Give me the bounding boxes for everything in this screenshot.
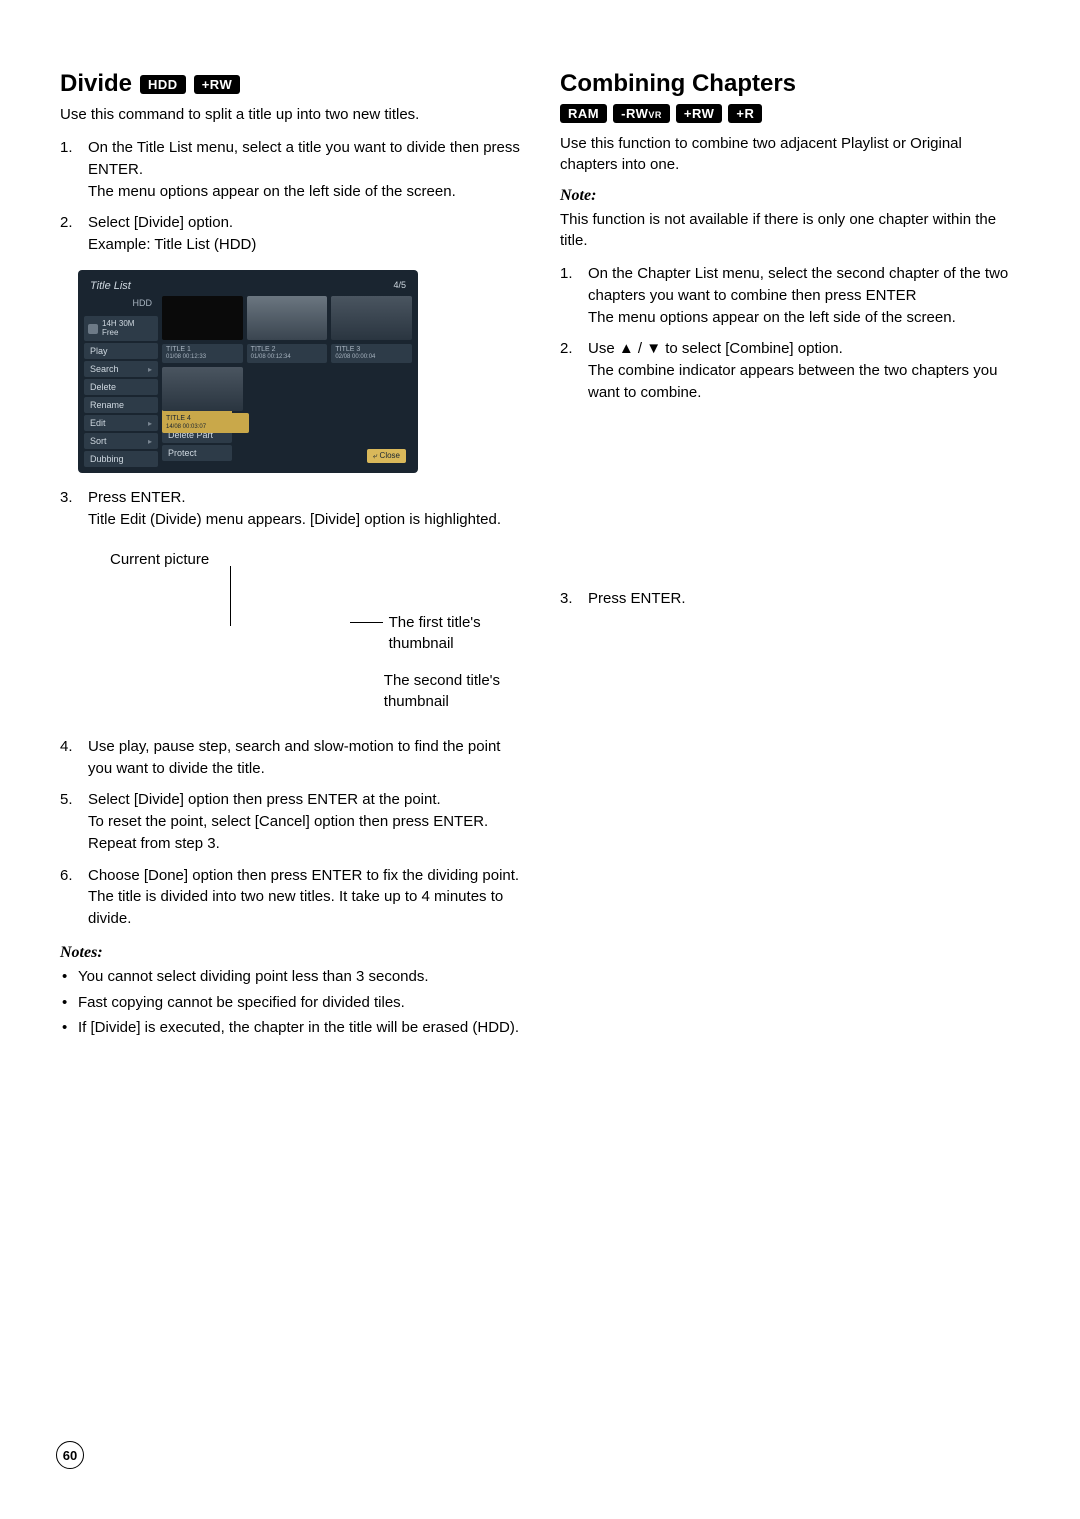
divide-intro: Use this command to split a title up int… (60, 104, 520, 125)
menu-sort[interactable]: Sort▸ (84, 433, 158, 449)
note-text: This function is not available if there … (560, 209, 1020, 251)
thumb-4[interactable] (162, 367, 243, 411)
combining-title: Combining Chapters (560, 70, 796, 98)
menu-delete[interactable]: Delete (84, 379, 158, 395)
combining-badges: RAM -RWVR +RW +R (560, 104, 1020, 123)
note-1: You cannot select dividing point less th… (60, 966, 520, 988)
step-5: Select [Divide] option then press ENTER … (60, 789, 520, 854)
thumb-4-label: TITLE 414/08 00:03:07 (162, 413, 249, 433)
storage-indicator: 14H 30M Free (84, 316, 158, 342)
combining-heading: Combining Chapters (560, 70, 1020, 98)
page-number: 60 (56, 1441, 84, 1469)
combine-step-3: Press ENTER. (560, 588, 1020, 610)
close-button[interactable]: ⤶ Close (367, 449, 406, 463)
annotation-block: Current picture The first title's thumbn… (110, 549, 520, 712)
thumb-3-label: TITLE 302/08 00:00:04 (331, 344, 412, 364)
menu-play[interactable]: Play (84, 343, 158, 359)
combine-step-1: On the Chapter List menu, select the sec… (560, 263, 1020, 328)
note-2: Fast copying cannot be specified for div… (60, 992, 520, 1014)
thumb-1-label: TITLE 101/08 00:12:33 (162, 344, 243, 364)
step-3: Press ENTER. Title Edit (Divide) menu ap… (60, 487, 520, 531)
thumb-1[interactable] (162, 296, 243, 340)
hdd-label: HDD (84, 296, 158, 314)
menu-edit[interactable]: Edit▸ (84, 415, 158, 431)
divide-step-3: Press ENTER. Title Edit (Divide) menu ap… (60, 487, 520, 531)
step-6: Choose [Done] option then press ENTER to… (60, 865, 520, 930)
anno-current-picture: Current picture (110, 549, 520, 570)
anno-line-2 (350, 622, 383, 623)
thumb-empty-2 (331, 367, 412, 411)
menu-dubbing[interactable]: Dubbing (84, 451, 158, 467)
step-1: On the Title List menu, select a title y… (60, 137, 520, 202)
thumb-3[interactable] (331, 296, 412, 340)
menu-search[interactable]: Search▸ (84, 361, 158, 377)
title-list-screenshot: Title List 4/5 HDD 14H 30M Free Play Sea… (78, 270, 418, 474)
note-3: If [Divide] is executed, the chapter in … (60, 1017, 520, 1039)
combining-step-3: Press ENTER. (560, 588, 1020, 610)
divide-steps-a: On the Title List menu, select a title y… (60, 137, 520, 256)
badge-hdd: HDD (140, 75, 186, 94)
combine-step-2: Use ▲ / ▼ to select [Combine] option. Th… (560, 338, 1020, 403)
step-2: Select [Divide] option. Example: Title L… (60, 212, 520, 256)
badge-plus-r: +R (728, 104, 762, 123)
screenshot-title: Title List (90, 280, 131, 292)
divide-steps-b: Use play, pause step, search and slow-mo… (60, 736, 520, 930)
badge-ram: RAM (560, 104, 607, 123)
menu-rename[interactable]: Rename (84, 397, 158, 413)
combining-steps: On the Chapter List menu, select the sec… (560, 263, 1020, 404)
divide-title: Divide (60, 70, 132, 98)
anno-first-thumb: The first title's thumbnail (389, 612, 520, 654)
badge-plus-rw-2: +RW (676, 104, 723, 123)
notes-heading: Notes: (60, 944, 520, 962)
step-4: Use play, pause step, search and slow-mo… (60, 736, 520, 780)
combining-intro: Use this function to combine two adjacen… (560, 133, 1020, 175)
thumb-2[interactable] (247, 296, 328, 340)
badge-plus-rw: +RW (194, 75, 241, 94)
notes-list: You cannot select dividing point less th… (60, 966, 520, 1039)
badge-minus-rw-vr: -RWVR (613, 104, 670, 123)
thumb-empty-1 (247, 367, 328, 411)
thumb-2-label: TITLE 201/08 00:12:34 (247, 344, 328, 364)
divide-heading: Divide HDD +RW (60, 70, 520, 98)
screenshot-page-indicator: 4/5 (393, 280, 406, 292)
note-heading: Note: (560, 187, 1020, 205)
anno-second-thumb: The second title's thumbnail (384, 670, 520, 712)
